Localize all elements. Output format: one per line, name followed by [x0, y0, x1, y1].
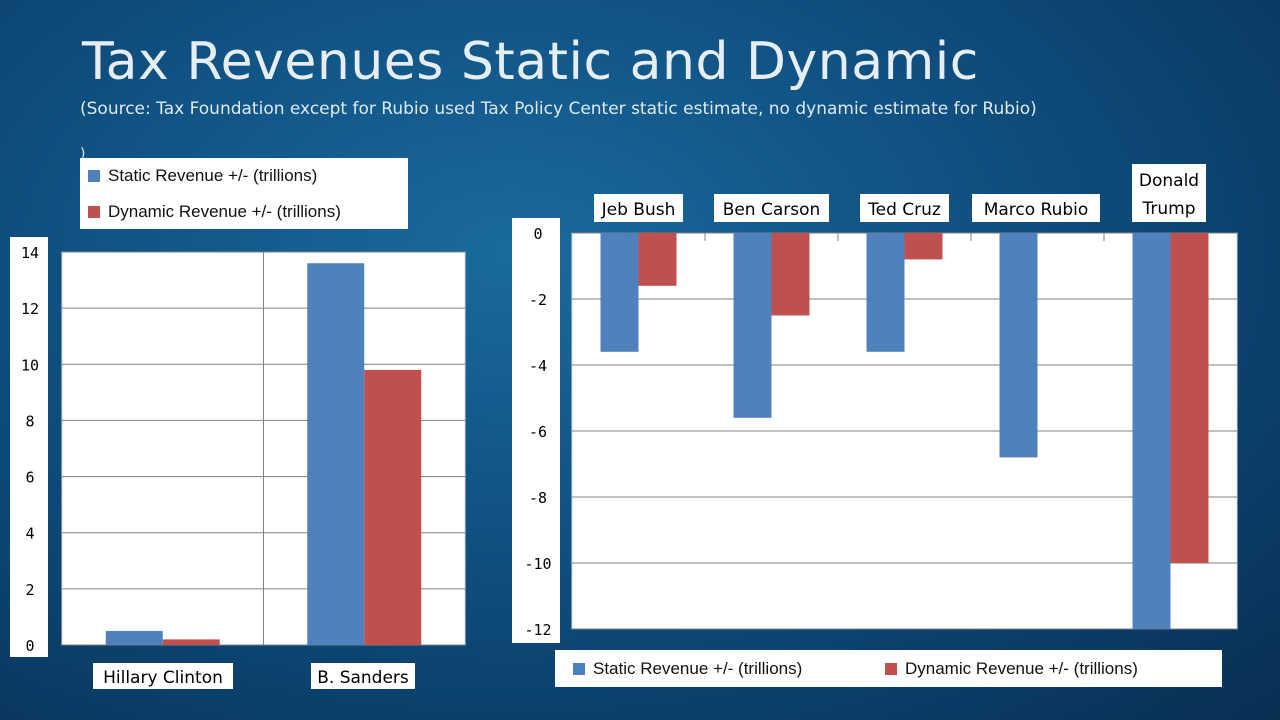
left-chart-legend: Static Revenue +/- (trillions) Dynamic R…	[80, 158, 408, 229]
legend-item-static: Static Revenue +/- (trillions)	[88, 166, 317, 186]
left-y-tick-label: 0	[25, 637, 34, 655]
legend-label-dynamic: Dynamic Revenue +/- (trillions)	[108, 202, 341, 221]
right-bar	[600, 233, 639, 352]
legend-item-dynamic-right: Dynamic Revenue +/- (trillions)	[885, 659, 1138, 679]
right-y-tick-label: -4	[529, 357, 547, 375]
legend-label-static: Static Revenue +/- (trillions)	[108, 166, 318, 185]
right-category-label: Ben Carson	[723, 200, 821, 220]
right-bar	[638, 233, 677, 286]
left-y-tick-label: 14	[21, 244, 39, 262]
legend-label-static-right: Static Revenue +/- (trillions)	[593, 659, 803, 678]
right-y-tick-label: -6	[529, 423, 547, 441]
left-category-label: Hillary Clinton	[103, 668, 223, 688]
right-bar	[999, 233, 1038, 458]
legend-item-dynamic: Dynamic Revenue +/- (trillions)	[88, 202, 341, 222]
left-bar	[307, 263, 365, 645]
left-category-label-bg	[311, 663, 415, 689]
left-y-tick-label: 10	[21, 356, 39, 374]
right-y-tick-label: 0	[533, 225, 542, 243]
left-y-tick-label: 4	[25, 525, 34, 543]
right-y-tick-label: -10	[524, 555, 551, 573]
right-y-tick-label: -8	[529, 489, 547, 507]
legend-label-dynamic-right: Dynamic Revenue +/- (trillions)	[905, 659, 1138, 678]
left-bar-chart: 0 2 4 6 8 10 12 14 Hillary Clinton B. Sanders	[10, 237, 466, 689]
left-y-axis-label-bg	[10, 237, 48, 657]
legend-swatch-dynamic-right	[885, 663, 897, 675]
right-category-label-bg	[860, 194, 949, 222]
right-chart-legend: Static Revenue +/- (trillions) Dynamic R…	[555, 650, 1222, 687]
right-category-label: Ted Cruz	[867, 200, 941, 220]
slide-subtitle: (Source: Tax Foundation except for Rubio…	[80, 99, 1037, 119]
legend-swatch-static	[88, 170, 100, 182]
right-category-label: Donald	[1139, 171, 1199, 191]
right-bar	[866, 233, 905, 352]
left-bar	[105, 630, 163, 645]
right-category-label-bg	[714, 194, 829, 222]
stray-mark: )	[80, 146, 86, 162]
right-bar	[904, 233, 943, 260]
right-bar-chart: 0 -2 -4 -6 -8 -10 -12 Jeb Bush Ben Carson Ted Cru…	[512, 164, 1238, 643]
slide-title: Tax Revenues Static and Dynamic	[82, 32, 979, 92]
left-bar	[364, 369, 422, 645]
legend-swatch-dynamic	[88, 206, 100, 218]
legend-swatch-static-right	[573, 663, 585, 675]
left-y-tick-label: 12	[21, 300, 39, 318]
right-y-axis-label-bg	[512, 218, 560, 643]
right-bar	[1170, 233, 1209, 563]
left-y-tick-label: 6	[25, 469, 34, 487]
right-bar	[733, 233, 772, 418]
right-category-label: Jeb Bush	[601, 200, 676, 220]
left-y-tick-label: 8	[25, 412, 34, 430]
right-category-label: Marco Rubio	[984, 200, 1089, 220]
right-bar	[771, 233, 810, 316]
right-category-label-bg	[594, 194, 683, 222]
left-bar	[162, 639, 220, 645]
right-category-label-bg	[1132, 164, 1206, 222]
right-y-tick-label: -2	[529, 291, 547, 309]
right-bar	[1132, 233, 1171, 629]
left-y-tick-label: 2	[25, 581, 34, 599]
left-category-label-bg	[93, 663, 233, 689]
right-category-label-bg	[972, 194, 1100, 222]
right-y-tick-label: -12	[524, 621, 551, 639]
legend-item-static-right: Static Revenue +/- (trillions)	[573, 659, 802, 679]
left-category-label: B. Sanders	[317, 668, 409, 688]
right-category-label: Trump	[1141, 199, 1195, 219]
